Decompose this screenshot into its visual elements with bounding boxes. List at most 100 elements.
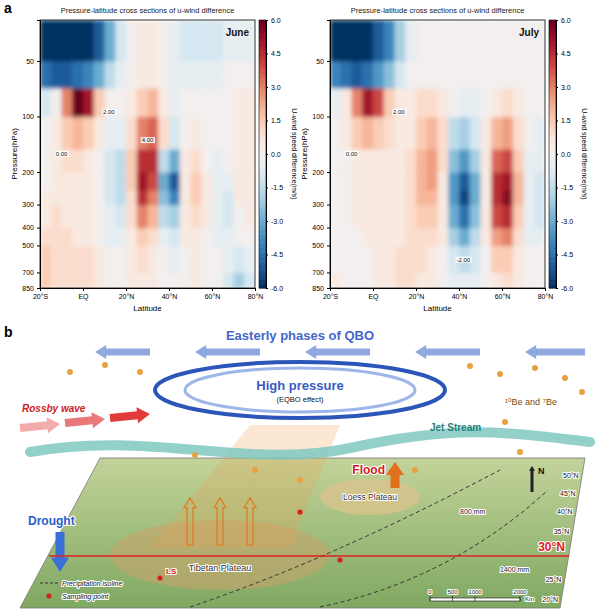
- heat-cell: [448, 149, 459, 173]
- contour-label: 4.00: [142, 137, 154, 143]
- latitude-label: 35°N: [554, 528, 570, 535]
- key-sampling: [46, 593, 51, 598]
- heat-cell: [384, 272, 395, 288]
- heat-cell: [459, 61, 470, 89]
- tick-label: -6.0: [561, 285, 573, 292]
- tick-mark: [266, 221, 268, 222]
- heat-cell: [62, 205, 73, 229]
- heat-cell: [223, 61, 234, 89]
- tick-label: 200: [22, 169, 34, 176]
- x-axis: 20°SEQ20°N40°N60°N80°N: [33, 288, 263, 301]
- heat-cell: [72, 245, 83, 273]
- tick-label: 4.5: [561, 50, 571, 57]
- colorbar-step: [549, 203, 556, 208]
- tick: EQ: [368, 288, 379, 301]
- tick-label: -1.5: [271, 184, 283, 191]
- tick-mark: [556, 255, 558, 256]
- tick-mark: [83, 288, 84, 291]
- tick-mark: [327, 61, 330, 62]
- isoline-label: 1400 mm: [500, 566, 529, 573]
- heat-cell: [513, 245, 524, 273]
- flood-arrow: [386, 462, 404, 488]
- heat-cell: [148, 272, 159, 288]
- heat-cell: [459, 88, 470, 117]
- heat-cell: [62, 245, 73, 273]
- heat-cell: [158, 116, 169, 149]
- heat-cell: [481, 205, 492, 229]
- heat-cell: [502, 116, 513, 149]
- heat-cell: [137, 88, 148, 117]
- colorbar-step: [259, 47, 266, 52]
- colorbar-step: [549, 248, 556, 253]
- tick-mark: [37, 272, 40, 273]
- heat-cell: [427, 172, 438, 190]
- colorbar-step: [549, 208, 556, 213]
- heat-cell: [169, 172, 180, 190]
- heat-cell: [191, 245, 202, 273]
- heat-cell: [384, 116, 395, 149]
- heat-cell: [83, 190, 94, 205]
- tick: 50: [26, 58, 40, 65]
- heat-cell: [373, 172, 384, 190]
- isoline: [320, 490, 548, 607]
- isotope-dot: [192, 452, 198, 458]
- heat-cell: [40, 228, 51, 246]
- heat-cell: [51, 20, 62, 62]
- tick-mark: [459, 288, 460, 291]
- heat-cell: [395, 149, 406, 173]
- tick-label: 850: [312, 285, 324, 292]
- heat-cell: [244, 190, 255, 205]
- scale-label: 2000: [513, 589, 527, 595]
- heat-cell: [405, 272, 416, 288]
- tick: 700: [312, 269, 330, 276]
- tick-mark: [373, 288, 374, 291]
- colorbar-step: [259, 38, 266, 43]
- heat-cell: [491, 88, 502, 117]
- heat-cell: [352, 190, 363, 205]
- heat-cell: [62, 228, 73, 246]
- heat-cell: [534, 190, 545, 205]
- colorbar-step: [259, 51, 266, 56]
- tick: 3.0: [266, 84, 281, 91]
- tick-label: 700: [312, 269, 324, 276]
- heat-cell: [459, 116, 470, 149]
- heat-cell: [470, 172, 481, 190]
- heat-cell: [169, 61, 180, 89]
- heat-cell: [524, 61, 535, 89]
- tick: 0.0: [266, 151, 281, 158]
- colorbar-step: [259, 100, 266, 105]
- north-arrow: [529, 466, 535, 492]
- heat-cell: [470, 149, 481, 173]
- key-isoline: [40, 583, 58, 584]
- colorbar-step: [259, 190, 266, 195]
- tick: 850: [312, 285, 330, 292]
- heat-cell: [502, 272, 513, 288]
- tick: 1.5: [556, 117, 571, 124]
- heat-cell: [470, 228, 481, 246]
- scale-tick: [475, 596, 476, 601]
- heat-cell: [438, 116, 449, 149]
- flood-label: Flood: [352, 463, 385, 477]
- heat-cell: [448, 88, 459, 117]
- heat-cell: [352, 116, 363, 149]
- heat-cell: [115, 190, 126, 205]
- heat-cell: [62, 88, 73, 117]
- tick-label: 20°S: [33, 293, 49, 300]
- colorbar-step: [549, 42, 556, 47]
- colorbar-step: [549, 266, 556, 271]
- isotope-dot: [532, 365, 538, 371]
- tick-label: 6.0: [561, 17, 571, 24]
- colorbar-step: [259, 221, 266, 226]
- heat-cell: [438, 149, 449, 173]
- heat-cell: [201, 61, 212, 89]
- axis-line: [41, 289, 256, 292]
- heat-cell: [244, 228, 255, 246]
- heat-cell: [126, 272, 137, 288]
- heat-cell: [169, 228, 180, 246]
- heat-cell: [438, 272, 449, 288]
- colorbar-step: [259, 261, 266, 266]
- tick-label: -3.0: [561, 218, 573, 225]
- heat-cell: [341, 190, 352, 205]
- heat-cell: [341, 20, 352, 62]
- colorbar-step: [259, 29, 266, 34]
